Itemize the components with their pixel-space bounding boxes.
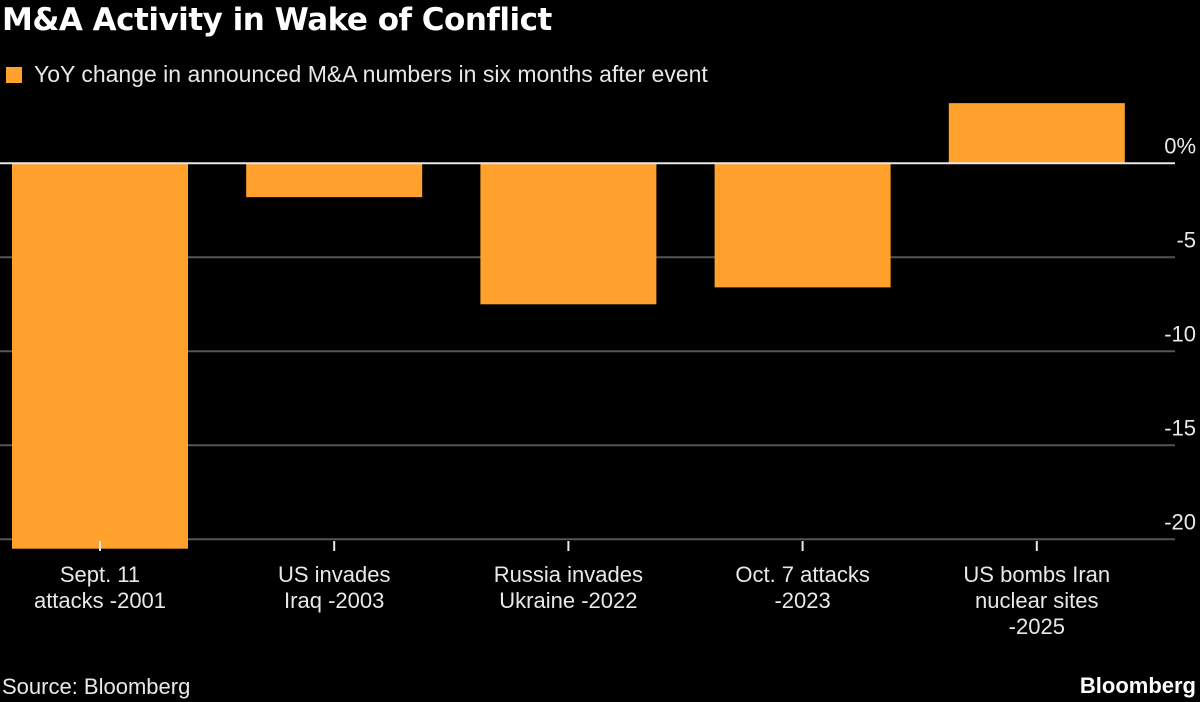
category-label: Iraq -2003 — [284, 588, 384, 613]
category-label: Russia invades — [494, 562, 643, 587]
category-label: attacks -2001 — [34, 588, 166, 613]
legend-swatch — [6, 66, 22, 83]
category-label: US bombs Iran — [963, 562, 1110, 587]
category-label: -2023 — [774, 588, 830, 613]
legend: YoY change in announced M&A numbers in s… — [6, 61, 708, 88]
category-label: -2025 — [1009, 614, 1065, 639]
bar-1 — [246, 163, 423, 198]
bar-0 — [12, 163, 188, 549]
y-tick-label: -20 — [1164, 509, 1196, 534]
y-tick-label: -15 — [1164, 415, 1196, 440]
category-label: Ukraine -2022 — [499, 588, 637, 613]
bar-3 — [714, 163, 891, 288]
y-tick-label: 0% — [1164, 133, 1196, 158]
category-label: US invades — [278, 562, 391, 587]
category-label: nuclear sites — [975, 588, 1099, 613]
chart-title: M&A Activity in Wake of Conflict — [2, 2, 552, 38]
bar-2 — [480, 163, 657, 305]
legend-label: YoY change in announced M&A numbers in s… — [34, 61, 708, 87]
y-tick-label: -5 — [1176, 227, 1196, 252]
category-label: Oct. 7 attacks — [735, 562, 870, 587]
bar-4 — [948, 103, 1125, 164]
y-tick-label: -10 — [1164, 321, 1196, 346]
category-label: Sept. 11 — [60, 562, 140, 587]
bloomberg-logo: Bloomberg — [1079, 673, 1196, 698]
source-note: Source: Bloomberg — [2, 674, 191, 699]
